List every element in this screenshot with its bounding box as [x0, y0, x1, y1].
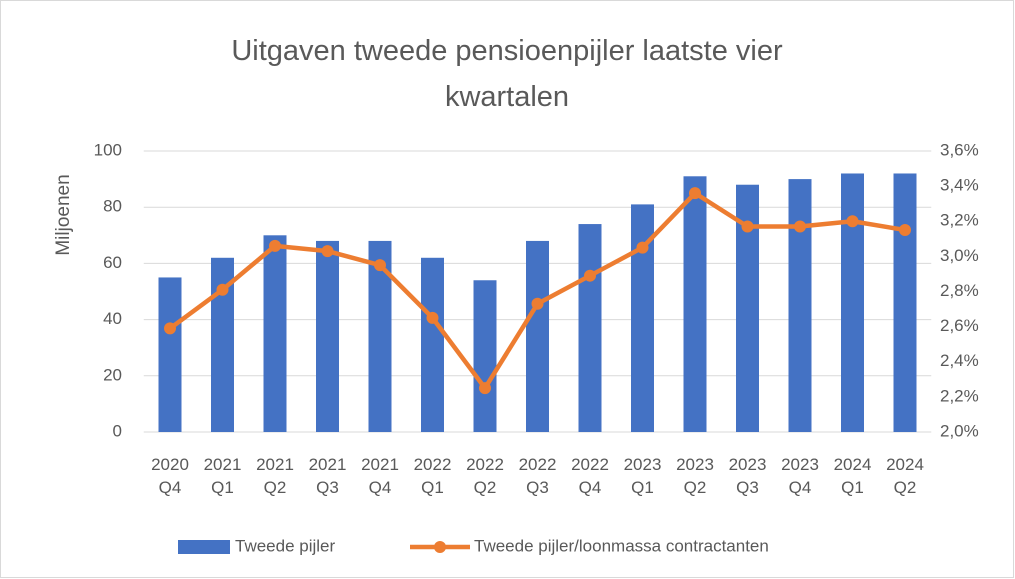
bar [631, 204, 654, 432]
line-marker [216, 283, 229, 296]
bar [736, 184, 759, 432]
line-marker [899, 224, 911, 237]
x-tick-label: 2021 Q1 [203, 455, 242, 497]
y2-tick-label: 3,0% [940, 246, 979, 265]
y2-tick-label: 3,2% [940, 211, 979, 230]
x-tick-label: 2021 Q2 [256, 455, 294, 497]
chart-title: Uitgaven tweede pensioenpijler laatste v… [231, 35, 783, 113]
bar [526, 240, 549, 432]
x-tick-label: 2022 Q3 [518, 455, 557, 497]
bar [578, 224, 602, 432]
legend-label: Tweede pijler [235, 536, 336, 555]
x-tick-label: 2024 Q1 [833, 455, 872, 497]
line-marker [164, 322, 176, 335]
x-tick-label: 2021 Q4 [361, 455, 399, 497]
line-marker [479, 382, 491, 395]
y-tick-label: 20 [103, 365, 122, 384]
legend-label: Tweede pijler/loonmassa contractanten [474, 536, 769, 555]
y2-tick-label: 2,4% [940, 351, 979, 370]
line-marker [794, 220, 806, 233]
bar [263, 235, 287, 432]
bar [473, 280, 497, 432]
bar [158, 277, 182, 432]
y2-tick-label: 2,2% [940, 386, 979, 405]
bar [211, 257, 234, 432]
x-tick-label: 2023 Q3 [728, 455, 767, 497]
y-tick-label: 40 [103, 309, 122, 328]
y-axis-title: Miljoenen [53, 174, 74, 255]
line-marker [846, 215, 859, 228]
x-tick-label: 2020 Q4 [151, 455, 189, 497]
x-tick-label: 2022 Q4 [571, 455, 609, 497]
x-tick-label: 2023 Q4 [781, 455, 819, 497]
y2-tick-label: 3,4% [940, 176, 979, 195]
legend-marker [434, 541, 446, 553]
bar [683, 176, 707, 432]
bar [788, 179, 812, 432]
legend-swatch [178, 540, 230, 554]
y-tick-label: 80 [103, 197, 122, 216]
y-tick-label: 100 [94, 140, 122, 159]
x-tick-label: 2023 Q1 [623, 455, 662, 497]
x-tick-label: 2023 Q2 [676, 455, 714, 497]
x-tick-label: 2024 Q2 [886, 455, 924, 497]
y2-tick-label: 2,6% [940, 316, 979, 335]
y2-tick-label: 3,6% [940, 140, 979, 159]
y-tick-label: 0 [113, 421, 122, 440]
bar [841, 173, 864, 433]
line-marker [426, 311, 439, 324]
line-marker [531, 297, 544, 310]
line-marker [269, 239, 281, 252]
line-marker [689, 187, 701, 200]
line-marker [636, 241, 649, 254]
y2-tick-label: 2,0% [940, 421, 979, 440]
line-marker [374, 259, 386, 272]
x-tick-label: 2021 Q3 [308, 455, 347, 497]
bar [368, 240, 392, 432]
bar [316, 240, 339, 432]
line-marker [741, 220, 754, 233]
y-tick-label: 60 [103, 253, 122, 272]
bar [421, 257, 444, 432]
line-marker [584, 269, 596, 282]
line-marker [321, 245, 334, 258]
bar [893, 173, 917, 433]
x-tick-label: 2022 Q2 [466, 455, 504, 497]
x-tick-label: 2022 Q1 [413, 455, 452, 497]
y2-tick-label: 2,8% [940, 281, 979, 300]
